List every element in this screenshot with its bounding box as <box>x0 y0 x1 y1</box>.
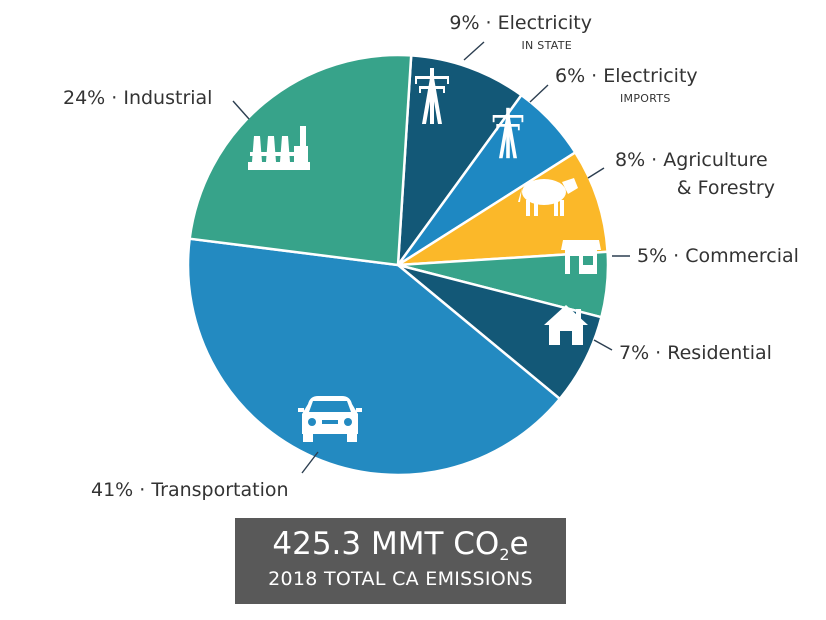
label-agriculture: 8% · Agriculture <box>615 149 768 171</box>
label-electricity-imports: 6% · Electricity <box>555 65 698 87</box>
factory-icon <box>248 126 310 170</box>
pie-slice-elec-in <box>396 54 524 270</box>
total-value-text: 425.3 MMT CO <box>272 526 500 562</box>
leader-line <box>587 167 605 179</box>
pie-slice-agri <box>397 150 609 267</box>
house-icon <box>544 305 588 345</box>
label-residential: 7% · Residential <box>619 342 772 364</box>
label-transportation: 41% · Transportation <box>91 479 289 501</box>
total-value-suffix: e <box>509 526 529 562</box>
label-commercial: 5% · Commercial <box>637 245 799 267</box>
label-forestry: & Forestry <box>677 177 775 199</box>
power-tower-icon <box>492 107 524 159</box>
power-tower-icon <box>415 68 449 124</box>
total-emissions-box: 425.3 MMT CO2e 2018 TOTAL CA EMISSIONS <box>235 518 566 604</box>
pie-slices <box>186 53 610 477</box>
label-electricity-in-state: 9% · Electricity <box>449 12 592 34</box>
total-caption: 2018 TOTAL CA EMISSIONS <box>268 568 533 590</box>
total-value: 425.3 MMT CO2e <box>235 526 566 564</box>
leader-line <box>463 41 485 61</box>
cow-icon <box>518 178 578 216</box>
leader-line <box>232 100 250 120</box>
sublabel-in-state: IN STATE <box>521 39 572 52</box>
car-icon <box>298 396 362 442</box>
leader-line <box>593 339 613 351</box>
storefront-icon <box>561 240 601 274</box>
leader-line <box>529 84 549 103</box>
leader-line <box>301 451 319 474</box>
pie-slice-trans <box>186 237 562 477</box>
total-value-subscript: 2 <box>499 545 510 564</box>
sublabel-imports: IMPORTS <box>620 92 671 105</box>
label-industrial: 24% · Industrial <box>63 87 212 109</box>
